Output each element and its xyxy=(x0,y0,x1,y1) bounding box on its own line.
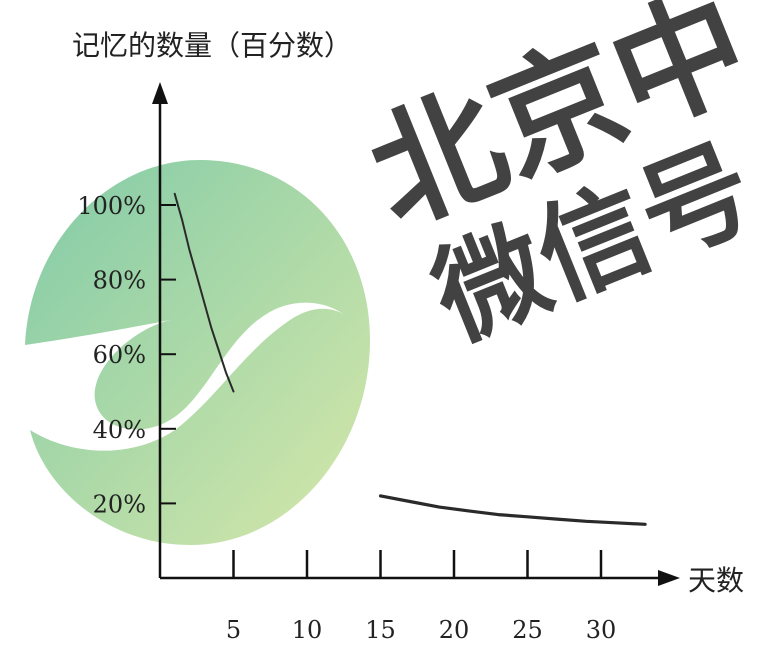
y-tick-label: 100% xyxy=(77,192,146,220)
watermark-text: 北京中 微信号 xyxy=(350,0,765,364)
y-axis-label: 记忆的数量（百分数） xyxy=(72,29,352,62)
x-tick-label: 5 xyxy=(226,616,241,644)
axes: 20% 40% 60% 80% 100% 5 10 15 20 25 30 xyxy=(77,82,680,644)
y-tick-label: 80% xyxy=(93,267,146,295)
x-tick-label: 10 xyxy=(292,616,323,644)
x-tick-label: 30 xyxy=(586,616,617,644)
x-tick-label: 20 xyxy=(439,616,470,644)
x-tick-label: 15 xyxy=(365,616,396,644)
y-tick-label: 40% xyxy=(93,416,146,444)
y-tick-label: 60% xyxy=(93,341,146,369)
watermark-logo xyxy=(25,160,370,545)
y-tick-label: 20% xyxy=(93,490,146,518)
y-axis-arrow xyxy=(152,82,168,104)
forgetting-curve xyxy=(173,192,647,526)
curve-segment xyxy=(378,494,647,526)
x-axis-label: 天数 xyxy=(688,564,744,597)
logo-shape xyxy=(25,160,370,545)
x-tick-label: 25 xyxy=(512,616,543,644)
x-axis-arrow xyxy=(658,570,680,586)
curve-segment xyxy=(173,192,235,393)
